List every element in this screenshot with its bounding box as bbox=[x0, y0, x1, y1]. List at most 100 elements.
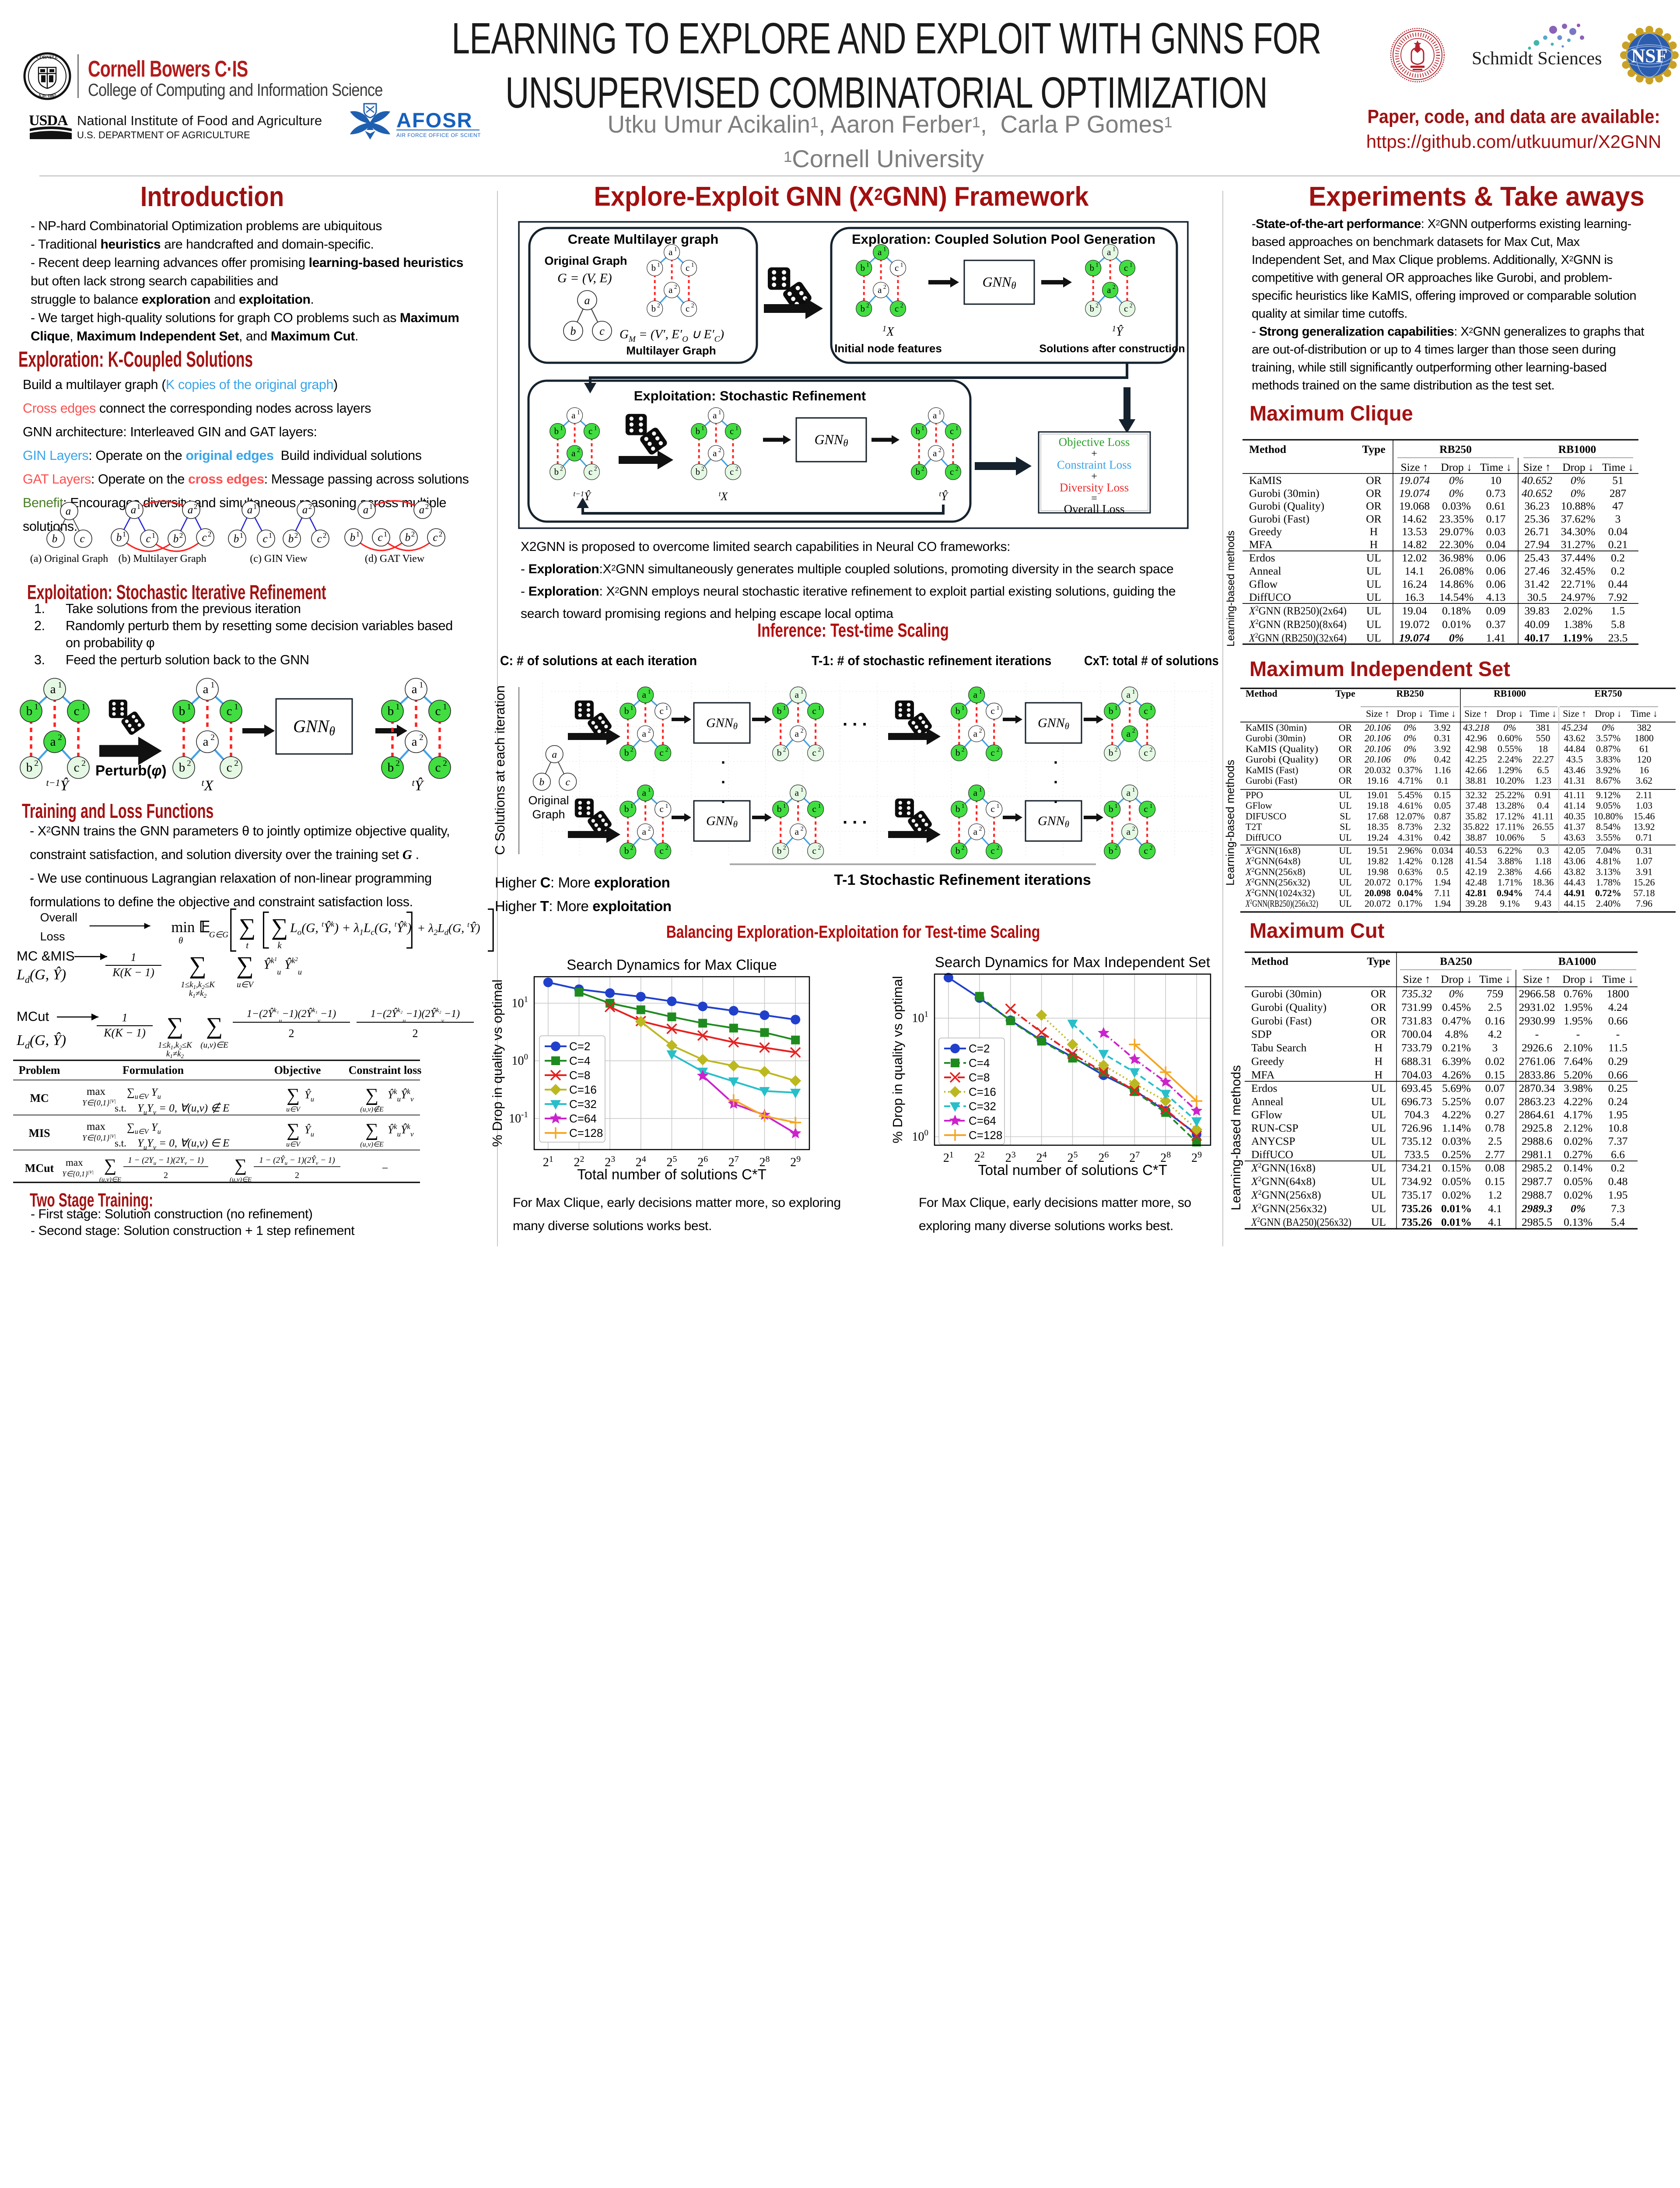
svg-text:19.51: 19.51 bbox=[1367, 845, 1388, 856]
svg-text:1: 1 bbox=[81, 702, 86, 712]
svg-text:0.034: 0.034 bbox=[1432, 845, 1453, 856]
svg-text:UL: UL bbox=[1366, 578, 1381, 590]
svg-text:0.17%: 0.17% bbox=[1398, 877, 1422, 888]
svg-text:40.09: 40.09 bbox=[1524, 618, 1549, 631]
svg-text:0.21: 0.21 bbox=[1608, 538, 1628, 551]
svg-text:b: b bbox=[624, 804, 629, 814]
svg-text:2: 2 bbox=[187, 759, 191, 768]
svg-text:0.05%: 0.05% bbox=[1564, 1175, 1592, 1188]
svg-text:K(K − 1): K(K − 1) bbox=[103, 1027, 146, 1039]
svg-text:9.12%: 9.12% bbox=[1596, 790, 1620, 800]
svg-text:0%: 0% bbox=[1449, 487, 1464, 499]
svg-text:+: + bbox=[1091, 471, 1097, 482]
svg-text:a: a bbox=[642, 788, 646, 798]
svg-text:Total number of solutions C*T: Total number of solutions C*T bbox=[978, 1162, 1167, 1178]
svg-text:b: b bbox=[956, 706, 960, 716]
svg-text:4.17%: 4.17% bbox=[1564, 1108, 1592, 1121]
svg-text:10-1: 10-1 bbox=[509, 1110, 528, 1126]
svg-text:Ld(G, Ŷ): Ld(G, Ŷ) bbox=[16, 1032, 66, 1051]
svg-text:4.22%: 4.22% bbox=[1442, 1108, 1471, 1121]
svg-text:40.652: 40.652 bbox=[1522, 487, 1552, 499]
svg-text:a: a bbox=[412, 735, 417, 749]
svg-text:OR: OR bbox=[1371, 1001, 1386, 1013]
svg-text:19.074: 19.074 bbox=[1399, 631, 1430, 644]
svg-text:17.68: 17.68 bbox=[1367, 811, 1388, 821]
svg-text:C=8: C=8 bbox=[969, 1071, 990, 1084]
svg-text:∑: ∑ bbox=[287, 1120, 300, 1140]
svg-text:3.91: 3.91 bbox=[1636, 866, 1652, 877]
svg-text:b: b bbox=[696, 466, 700, 477]
svg-text:18: 18 bbox=[1538, 743, 1548, 754]
svg-text:.: . bbox=[721, 789, 725, 806]
svg-text:H: H bbox=[1370, 525, 1378, 538]
svg-text:b: b bbox=[696, 426, 700, 436]
svg-text:24.97%: 24.97% bbox=[1561, 591, 1596, 603]
svg-text:OR: OR bbox=[1371, 987, 1386, 1000]
svg-text:3: 3 bbox=[1615, 512, 1621, 525]
svg-text:s.t.: s.t. bbox=[115, 1103, 126, 1114]
svg-text:a: a bbox=[973, 826, 977, 837]
svg-text:2: 2 bbox=[648, 825, 651, 832]
svg-text:+: + bbox=[1091, 448, 1097, 459]
svg-text:1: 1 bbox=[801, 786, 804, 793]
svg-text:25: 25 bbox=[1068, 1150, 1078, 1165]
svg-text:2: 2 bbox=[194, 502, 198, 511]
svg-text:0.08: 0.08 bbox=[1485, 1161, 1505, 1174]
svg-text:0%: 0% bbox=[1602, 722, 1614, 733]
svg-text:19.18: 19.18 bbox=[1367, 800, 1388, 811]
svg-text:Type: Type bbox=[1335, 688, 1355, 699]
svg-text:b: b bbox=[288, 533, 294, 545]
svg-text:5: 5 bbox=[1541, 832, 1546, 843]
svg-text:a: a bbox=[363, 504, 369, 516]
svg-text:b: b bbox=[916, 466, 920, 477]
svg-text:b: b bbox=[956, 747, 960, 758]
svg-text:2: 2 bbox=[208, 530, 212, 538]
svg-text:2966.58: 2966.58 bbox=[1519, 987, 1555, 1000]
svg-text:40.53: 40.53 bbox=[1465, 845, 1487, 856]
svg-text:c: c bbox=[1124, 263, 1128, 273]
svg-text:14.86%: 14.86% bbox=[1439, 578, 1474, 590]
svg-text:6.6: 6.6 bbox=[1611, 1148, 1625, 1161]
svg-text:C=128: C=128 bbox=[969, 1129, 1002, 1142]
svg-text:0.3: 0.3 bbox=[1537, 845, 1549, 856]
svg-text:1: 1 bbox=[253, 502, 257, 511]
svg-text:41.37: 41.37 bbox=[1564, 822, 1585, 832]
svg-text:CORNELL: CORNELL bbox=[36, 55, 58, 60]
svg-text:1: 1 bbox=[1113, 246, 1116, 252]
svg-text:UL: UL bbox=[1371, 1189, 1386, 1201]
svg-text:OR: OR bbox=[1339, 775, 1352, 786]
svg-text:3.57%: 3.57% bbox=[1596, 733, 1620, 743]
svg-text:2.77: 2.77 bbox=[1485, 1148, 1505, 1161]
svg-text:Y∈{0,1}|V|: Y∈{0,1}|V| bbox=[82, 1098, 116, 1107]
svg-text:1.14%: 1.14% bbox=[1442, 1122, 1471, 1134]
svg-text:SDP: SDP bbox=[1251, 1028, 1272, 1041]
svg-text:OR: OR bbox=[1339, 722, 1352, 733]
svg-text:2931.02: 2931.02 bbox=[1519, 1001, 1555, 1013]
svg-text:7.3: 7.3 bbox=[1611, 1202, 1625, 1215]
svg-text:a: a bbox=[642, 690, 646, 700]
svg-text:10: 10 bbox=[1490, 474, 1502, 487]
svg-text:0%: 0% bbox=[1404, 754, 1416, 765]
svg-text:Gurobi (Fast): Gurobi (Fast) bbox=[1246, 775, 1297, 786]
svg-text:1: 1 bbox=[122, 530, 126, 538]
svg-text:6.22%: 6.22% bbox=[1498, 845, 1522, 856]
svg-text:c: c bbox=[659, 845, 664, 856]
svg-text:1.95: 1.95 bbox=[1608, 1108, 1628, 1121]
svg-text:10.8: 10.8 bbox=[1608, 1122, 1628, 1134]
svg-text:DiffUCO: DiffUCO bbox=[1246, 832, 1281, 843]
svg-text:2: 2 bbox=[289, 1027, 294, 1040]
svg-text:3.62: 3.62 bbox=[1636, 775, 1652, 786]
svg-text:2.02%: 2.02% bbox=[1564, 604, 1592, 617]
svg-text:31.42: 31.42 bbox=[1524, 578, 1549, 590]
svg-text:Drop ↓: Drop ↓ bbox=[1396, 708, 1423, 719]
svg-text:2: 2 bbox=[962, 844, 965, 851]
svg-text:2: 2 bbox=[997, 746, 1000, 753]
svg-text:1: 1 bbox=[384, 530, 388, 538]
svg-text:(u,v)∈E: (u,v)∈E bbox=[99, 1176, 121, 1183]
svg-text:42.05: 42.05 bbox=[1564, 845, 1585, 856]
svg-text:1.23: 1.23 bbox=[1535, 775, 1551, 786]
svg-text:UL: UL bbox=[1339, 832, 1351, 843]
svg-text:b: b bbox=[651, 263, 656, 273]
svg-text:1: 1 bbox=[122, 1011, 128, 1024]
svg-text:a: a bbox=[584, 294, 590, 307]
